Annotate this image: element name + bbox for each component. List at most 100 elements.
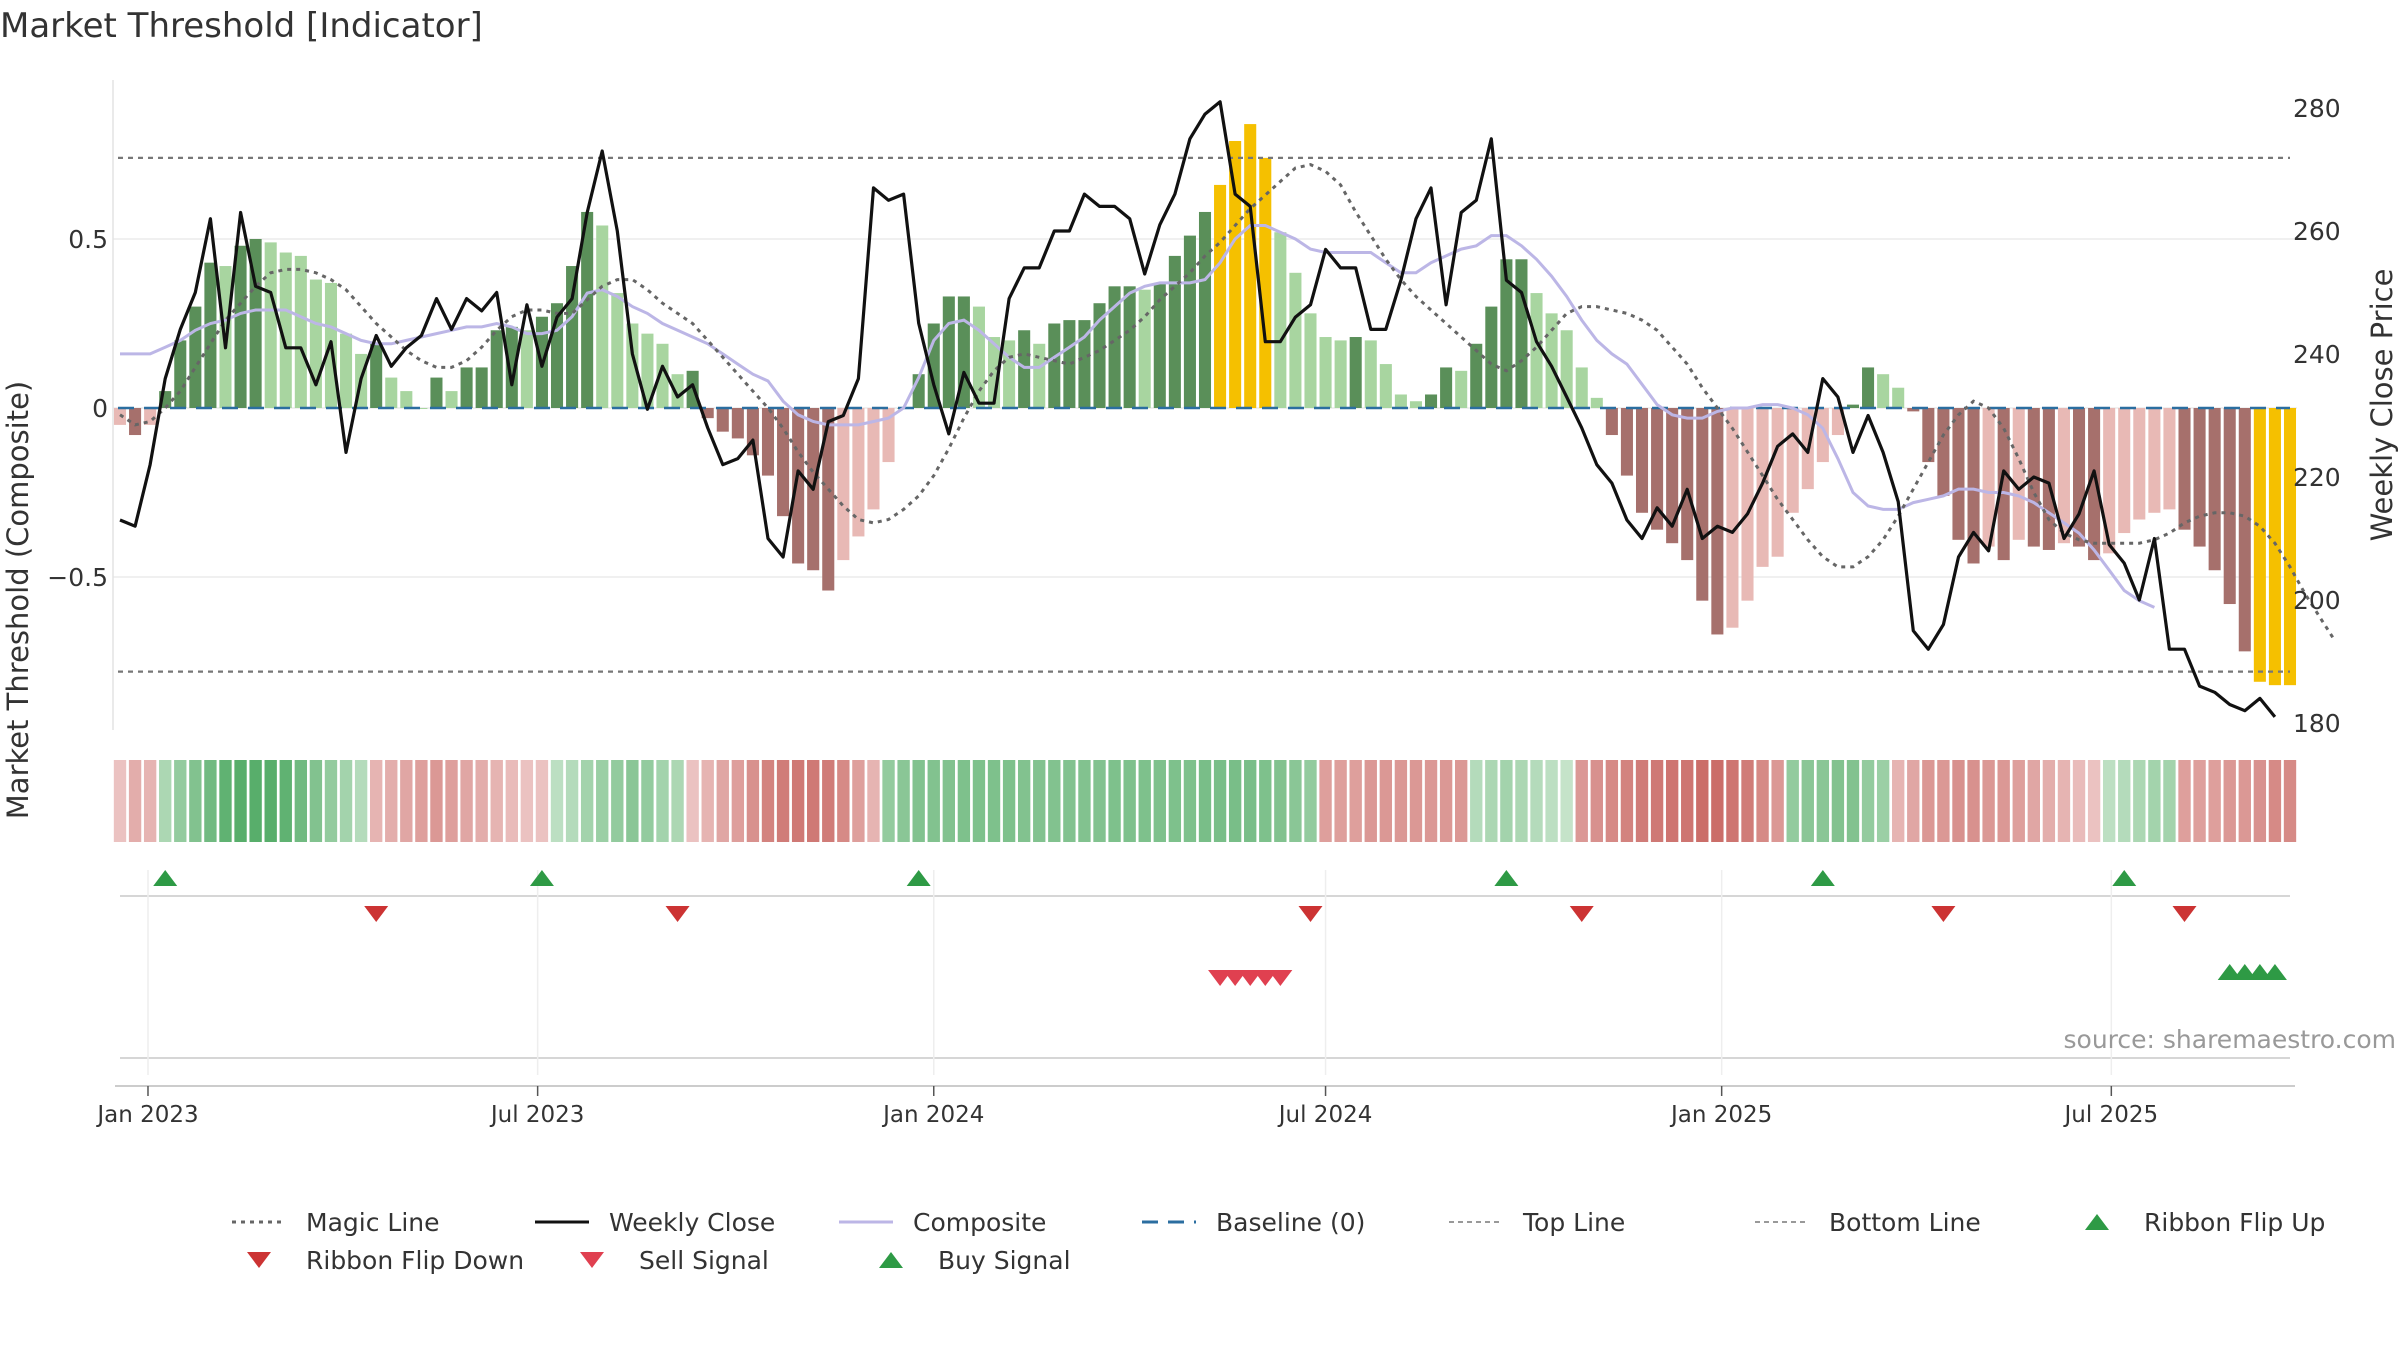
left-tick-label: −0.5	[47, 563, 108, 592]
composite-bar	[701, 408, 714, 419]
ribbon-cell	[1650, 760, 1664, 842]
composite-bar	[505, 326, 518, 408]
ribbon-cell	[279, 760, 292, 842]
ribbon-cell	[1364, 760, 1377, 842]
composite-bar	[445, 391, 458, 408]
ribbon-cell	[1952, 760, 1965, 842]
composite-bar	[204, 262, 217, 408]
composite-bar	[822, 408, 835, 591]
buy-signal-marker	[2262, 964, 2287, 980]
ribbon-cell	[822, 760, 835, 842]
ribbon-cell	[807, 760, 820, 842]
ribbon-cell	[1605, 760, 1619, 842]
composite-bar	[2133, 408, 2146, 520]
ribbon-cell	[2012, 760, 2025, 842]
ribbon-cell	[475, 760, 488, 842]
composite-bar	[1575, 367, 1588, 408]
ribbon-cell	[143, 760, 157, 842]
composite-bar	[2238, 408, 2251, 652]
ribbon-cell	[596, 760, 609, 842]
ribbon-cell	[882, 760, 895, 842]
ribbon-cell	[1590, 760, 1603, 842]
ribbon-cell	[912, 760, 925, 842]
ribbon-cell	[972, 760, 986, 842]
composite-bar	[1274, 232, 1287, 408]
ribbon-cell	[1409, 760, 1423, 842]
ribbon-cell	[791, 760, 805, 842]
ribbon-cell	[1635, 760, 1649, 842]
sell-signal-marker	[1253, 970, 1278, 986]
ribbon-cell	[2253, 760, 2267, 842]
ribbon-cell	[2118, 760, 2131, 842]
left-tick-label: 0	[92, 394, 108, 423]
ribbon-cell	[2027, 760, 2040, 842]
legend-label: Weekly Close	[609, 1207, 776, 1237]
ribbon-cell	[309, 760, 323, 842]
ribbon-cell	[1876, 760, 1890, 842]
legend-item: Top Line	[1447, 1205, 1625, 1239]
ribbon-cell	[430, 760, 443, 842]
ribbon-cell	[1289, 760, 1302, 842]
composite-bar	[1379, 364, 1392, 408]
ribbon-cell	[189, 760, 202, 842]
ribbon-cell	[641, 760, 654, 842]
right-tick-label: 220	[2293, 463, 2341, 492]
legend-label: Baseline (0)	[1216, 1207, 1366, 1237]
composite-bar	[189, 306, 202, 408]
legend-label: Composite	[913, 1207, 1047, 1237]
ribbon-cell	[2087, 760, 2101, 842]
ribbon-cell	[1394, 760, 1408, 842]
composite-bar	[2073, 408, 2086, 547]
composite-bar	[581, 211, 594, 408]
ribbon-cell	[400, 760, 413, 842]
ribbon-cell	[867, 760, 880, 842]
composite-bar	[340, 333, 353, 408]
composite-bar	[520, 330, 533, 408]
x-tick-label: Jan 2025	[1669, 1102, 1772, 1128]
ribbon-cell	[1349, 760, 1362, 842]
magic-line	[119, 163, 2337, 643]
right-tick-label: 240	[2293, 340, 2341, 369]
composite-bar	[1997, 408, 2010, 561]
ribbon-cell	[535, 760, 549, 842]
composite-bar	[1681, 408, 1694, 561]
composite-bar	[1259, 157, 1272, 408]
ribbon-cell	[671, 760, 684, 842]
composite-bar	[400, 391, 413, 408]
ribbon-cell	[1982, 760, 1995, 842]
composite-bar	[2148, 408, 2161, 513]
x-tick-label: Jan 2024	[881, 1102, 984, 1128]
ribbon-cell	[1892, 760, 1905, 842]
x-tick-label: Jul 2024	[1277, 1102, 1373, 1128]
right-tick-label: 180	[2293, 709, 2341, 738]
ribbon-cell	[1515, 760, 1528, 842]
composite-bar	[2223, 408, 2236, 605]
legend-swatch	[1142, 1220, 1196, 1224]
ribbon-cell	[1696, 760, 1709, 842]
ribbon-cell	[2268, 760, 2282, 842]
composite-bar	[1952, 408, 1965, 540]
ribbon-cell	[1575, 760, 1588, 842]
ribbon-cell	[1997, 760, 2010, 842]
ribbon-cell	[324, 760, 338, 842]
composite-bar	[596, 225, 609, 408]
ribbon-cell	[2057, 760, 2071, 842]
ribbon-cell	[1304, 760, 1317, 842]
composite-bar	[1545, 313, 1558, 408]
ribbon-cell	[2178, 760, 2191, 842]
legend-label: Magic Line	[306, 1207, 440, 1237]
ribbon-cell	[1183, 760, 1197, 842]
composite-bar	[656, 343, 669, 408]
legend-item: Composite	[837, 1205, 1046, 1239]
x-tick-label: Jan 2023	[95, 1102, 198, 1128]
composite-bar	[671, 374, 684, 408]
composite-bar	[1455, 370, 1468, 408]
weekly-close-line	[119, 100, 2277, 718]
composite-bar	[415, 408, 428, 409]
ribbon-cell	[580, 760, 594, 842]
ribbon-cell	[1741, 760, 1754, 842]
composite-bar	[626, 323, 639, 408]
sell-signal-marker	[1268, 970, 1293, 986]
buy-signal-marker	[2247, 964, 2272, 980]
ribbon-cell	[1922, 760, 1935, 842]
